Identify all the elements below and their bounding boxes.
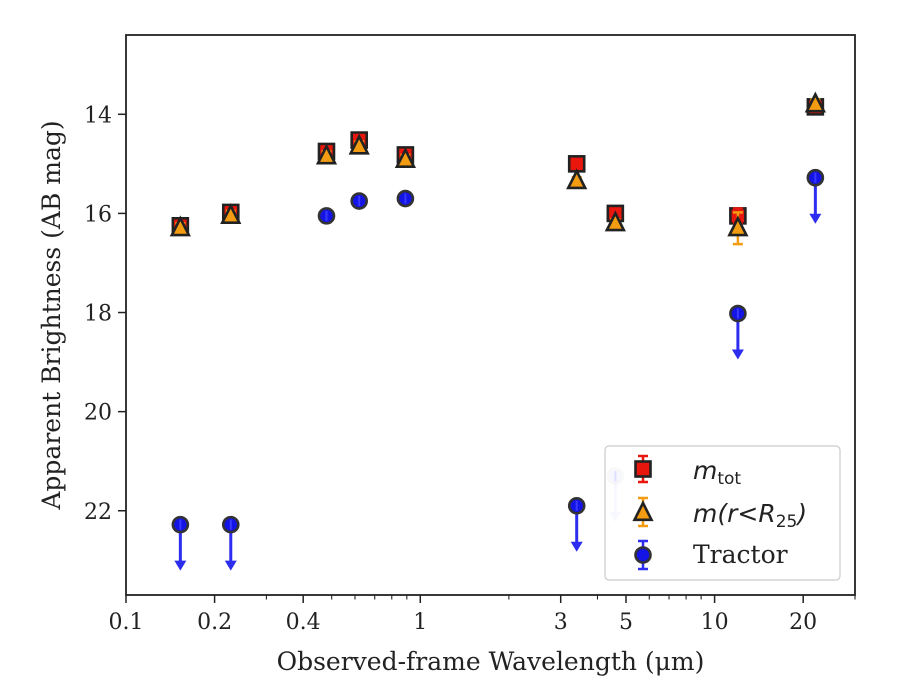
m-r25-point xyxy=(348,133,370,155)
legend-m-tot-marker xyxy=(634,460,652,478)
x-tick-label: 5 xyxy=(619,610,633,635)
x-tick-label: 0.1 xyxy=(109,610,144,635)
x-tick-label: 10 xyxy=(701,610,729,635)
m-r25-point xyxy=(604,210,626,232)
y-tick-label: 14 xyxy=(84,103,112,128)
axes: 0.1 0.2 0.4 1 3 5 10 20 14 16 18 20 22 xyxy=(84,34,856,635)
plot-marks xyxy=(169,91,826,571)
y-tick-label: 22 xyxy=(84,500,112,525)
x-tick-label: 0.4 xyxy=(286,610,321,635)
y-tick-label: 16 xyxy=(84,202,112,227)
x-tick-label: 3 xyxy=(554,610,568,635)
m-r25-point xyxy=(804,91,826,113)
x-tick-label: 0.2 xyxy=(197,610,232,635)
legend-tractor-label: Tractor xyxy=(693,540,788,569)
plot-frame xyxy=(125,34,856,596)
legend-m-r25-label: m(r<R25) xyxy=(693,499,807,532)
limit-arrow-head xyxy=(570,541,583,552)
limit-arrow-head xyxy=(809,213,822,224)
legend-m-r25-main: m(r<R xyxy=(693,499,776,528)
y-axis-label: Apparent Brightness (AB mag) xyxy=(37,120,66,510)
limit-arrow-head xyxy=(224,560,237,571)
m-r25-point xyxy=(394,146,417,168)
m-r25-point xyxy=(566,168,588,190)
legend-m-r25-marker xyxy=(632,500,654,522)
legend-m-tot-main: m xyxy=(693,456,717,485)
x-axis-label: Observed-frame Wavelength (μm) xyxy=(277,647,705,676)
y-tick-label: 18 xyxy=(84,302,112,327)
legend-m-r25-close: ) xyxy=(795,499,807,528)
legend-box xyxy=(604,445,841,581)
legend-m-tot-sub: tot xyxy=(717,469,741,489)
m-r25-point xyxy=(727,215,749,237)
m-r25-point xyxy=(220,202,242,224)
legend-m-tot-label: mtot xyxy=(693,456,741,489)
m-r25-point xyxy=(169,215,191,237)
x-tick-label: 1 xyxy=(413,610,427,635)
limit-arrow-head xyxy=(174,560,187,571)
m-tot-error-bar xyxy=(571,158,582,170)
legend-tractor-marker xyxy=(634,546,652,564)
limit-arrow-head xyxy=(731,349,744,360)
m-r25-point xyxy=(315,143,338,165)
y-tick-label: 20 xyxy=(84,401,112,426)
legend-m-r25-sub: 25 xyxy=(776,512,798,532)
x-tick-label: 20 xyxy=(789,610,817,635)
